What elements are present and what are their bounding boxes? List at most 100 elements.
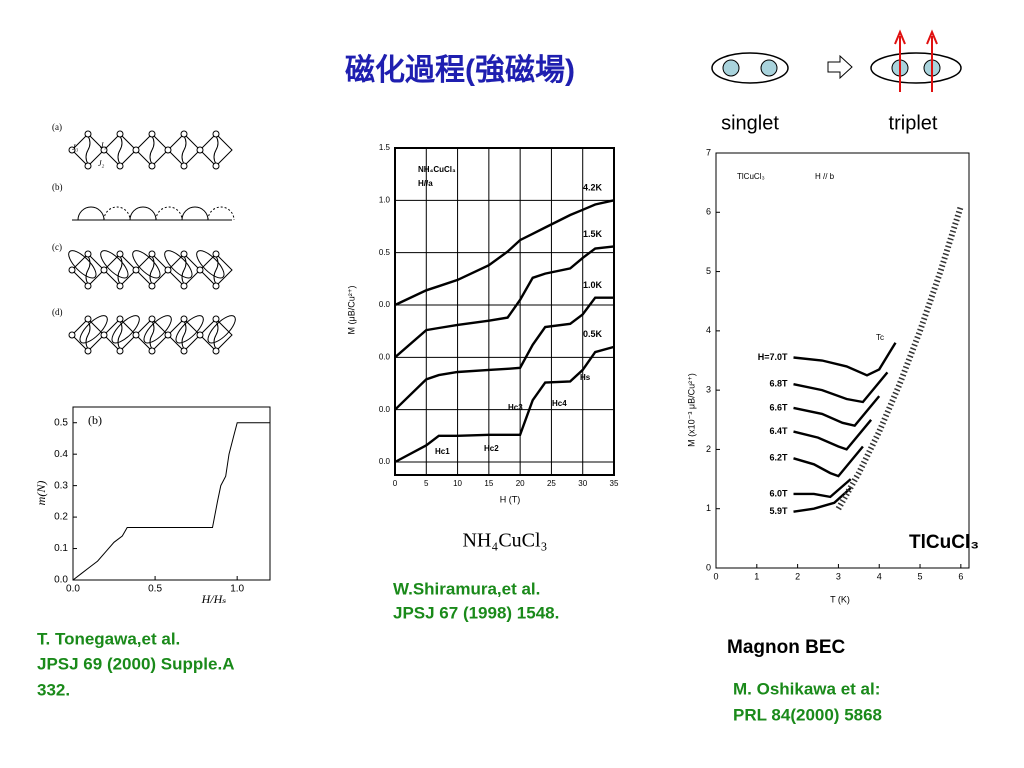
site [84, 162, 92, 170]
site [116, 250, 124, 258]
y-tick-label: 6 [706, 207, 711, 217]
y-tick-label: 0.0 [379, 300, 391, 309]
citation: W.Shiramura,et al. [393, 579, 540, 598]
series-line [394, 199, 615, 307]
x-tick-label: 20 [516, 479, 525, 488]
plot-annotation: Hs [580, 373, 591, 382]
bond [213, 320, 219, 350]
bond-arc [207, 206, 235, 221]
bond [149, 320, 155, 350]
slide-title: 磁化過程(強磁場) [345, 53, 575, 87]
site [148, 282, 156, 290]
citation: M. Oshikawa et al: [733, 679, 880, 698]
figure-caption: NH₄CuCl₃ [462, 530, 547, 552]
bond-arc [103, 206, 131, 221]
series-line [793, 478, 852, 499]
coupling-label: J₃ [72, 143, 79, 152]
series-label: 6.6T [770, 402, 789, 412]
citation: T. Tonegawa,et al. [37, 629, 180, 648]
plaquette [199, 253, 233, 287]
x-tick-label: 4 [877, 571, 882, 581]
panel-label: (c) [52, 242, 62, 252]
series-line [394, 296, 614, 411]
panel-label: (d) [52, 307, 63, 317]
bond [117, 255, 123, 285]
site [116, 162, 124, 170]
citation: 332. [37, 680, 70, 699]
site [180, 130, 188, 138]
y-tick-label: 0.3 [54, 480, 68, 491]
series-label: 6.0T [770, 488, 789, 498]
bond [85, 320, 91, 350]
y-tick-label: 0.5 [379, 248, 391, 257]
citation: JPSJ 67 (1998) 1548. [393, 603, 559, 622]
site [212, 347, 220, 355]
site [116, 282, 124, 290]
y-tick-label: 7 [706, 147, 711, 157]
site [212, 162, 220, 170]
plot-annotation: Hc3 [508, 403, 523, 412]
x-tick-label: 5 [918, 571, 923, 581]
dimer-ellipse [132, 250, 161, 279]
site [180, 282, 188, 290]
plot-annotation: Hc1 [435, 447, 450, 456]
series-label: 5.9T [770, 506, 789, 516]
site [116, 315, 124, 323]
x-axis-label: H/Hₛ [201, 592, 227, 606]
y-tick-label: 1 [706, 503, 711, 513]
series-line [793, 342, 897, 377]
spin [760, 59, 778, 77]
series-label: 4.2K [583, 183, 603, 193]
plot-frame [715, 152, 970, 569]
site [68, 146, 76, 154]
y-axis-label: m(N) [34, 481, 48, 506]
citation: PRL 84(2000) 5868 [733, 705, 882, 724]
site [164, 266, 172, 274]
x-axis-label: H (T) [500, 494, 521, 504]
site [132, 146, 140, 154]
site [116, 347, 124, 355]
singlet-label: singlet [721, 112, 779, 134]
plaquette [199, 318, 233, 352]
coupling-label: J₂ [98, 159, 105, 168]
arrow [827, 54, 853, 80]
bond [181, 320, 187, 350]
x-tick-label: 0.5 [148, 584, 162, 595]
plot-annotation: H // b [815, 172, 835, 181]
series-label: H=7.0T [758, 352, 788, 362]
x-tick-label: 6 [958, 571, 963, 581]
plot-frame [72, 406, 271, 581]
x-axis-label: T (K) [830, 594, 850, 604]
y-tick-label: 4 [706, 325, 711, 335]
site [148, 315, 156, 323]
series-line [72, 422, 270, 581]
bond [117, 320, 123, 350]
x-tick-label: 0 [393, 479, 398, 488]
plot-annotation: NH₄CuCl₃ [418, 165, 456, 174]
plot-annotation: TlCuCl₃ [737, 172, 765, 181]
y-tick-label: 2 [706, 444, 711, 454]
singlet-triplet-diagram: singlet triplet [711, 29, 962, 134]
bond-arc [129, 206, 157, 221]
y-tick-label: 0.2 [54, 512, 68, 523]
citation: JPSJ 69 (2000) Supple.A [37, 654, 234, 673]
series-line [394, 345, 615, 464]
figure-caption: TlCuCl₃ [909, 532, 979, 553]
bond [213, 135, 219, 165]
site [164, 146, 172, 154]
y-tick-label: 0.0 [379, 405, 391, 414]
x-tick-label: 2 [795, 571, 800, 581]
x-tick-label: 35 [610, 479, 619, 488]
plaquette [199, 133, 233, 167]
site [148, 162, 156, 170]
spin [722, 59, 740, 77]
y-tick-label: 3 [706, 385, 711, 395]
bond [85, 255, 91, 285]
y-tick-label: 0.0 [379, 352, 391, 361]
y-tick-label: 0.4 [54, 449, 68, 460]
y-tick-label: 0.5 [54, 417, 68, 428]
site [164, 331, 172, 339]
site [148, 130, 156, 138]
site [84, 347, 92, 355]
